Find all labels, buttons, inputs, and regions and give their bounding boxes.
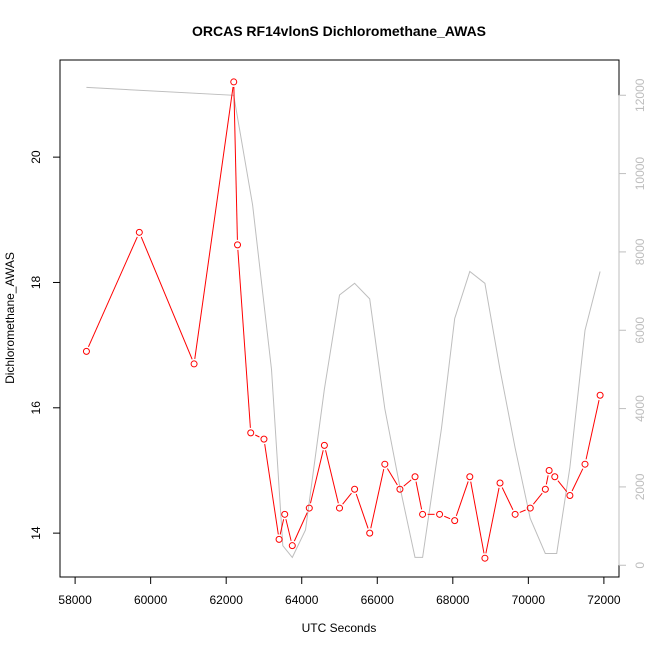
x-tick-label: 60000: [134, 593, 168, 607]
x-axis-label: UTC Seconds: [302, 621, 377, 635]
primary-series-point: [275, 535, 283, 543]
primary-series-point: [581, 460, 589, 468]
primary-series-point: [396, 485, 404, 493]
primary-series-point: [247, 429, 255, 437]
primary-series-segment: [470, 481, 485, 554]
primary-series-point: [366, 529, 374, 537]
primary-series-point: [466, 473, 474, 481]
x-tick-label: 70000: [512, 593, 546, 607]
primary-series-point: [82, 347, 90, 355]
y2-tick-label: 12000: [633, 78, 647, 112]
primary-series-point: [260, 435, 268, 443]
primary-series-point: [135, 228, 143, 236]
primary-series-point: [451, 517, 459, 525]
primary-series-segment: [194, 86, 234, 360]
primary-series-point: [551, 473, 559, 481]
primary-series-segment: [264, 444, 279, 535]
primary-series-point: [481, 554, 489, 562]
primary-series-point: [436, 510, 444, 518]
primary-series-point: [305, 504, 313, 512]
primary-series-point: [496, 479, 504, 487]
primary-series-segment: [279, 519, 285, 535]
y2-tick-label: 2000: [633, 473, 647, 500]
series-layer: [82, 78, 604, 562]
chart-title: ORCAS RF14vlonS Dichloromethane_AWAS: [192, 23, 486, 39]
primary-series-point: [234, 241, 242, 249]
primary-series-point: [381, 460, 389, 468]
primary-series-point: [545, 466, 553, 474]
primary-series-point: [230, 78, 238, 86]
primary-series-point: [566, 492, 574, 500]
primary-series-segment: [355, 493, 369, 529]
primary-series-segment: [444, 515, 451, 520]
primary-series-segment: [285, 519, 292, 541]
primary-series-segment: [455, 481, 469, 517]
primary-series-segment: [585, 400, 600, 460]
primary-series-segment: [532, 492, 543, 505]
primary-series-segment: [140, 236, 193, 360]
primary-series-segment: [485, 487, 500, 554]
primary-series-point: [511, 510, 519, 518]
y2-axis: 0 2000 4000 6000 8000 10000 12000: [618, 78, 647, 569]
y2-tick-label: 10000: [633, 157, 647, 191]
primary-series-segment: [403, 479, 412, 487]
y2-tick-label: 0: [633, 562, 647, 569]
primary-series-segment: [342, 492, 352, 505]
primary-series-point: [541, 485, 549, 493]
primary-series-segment: [237, 249, 251, 428]
primary-series-point: [351, 485, 359, 493]
y2-tick-label: 8000: [633, 238, 647, 265]
primary-series-segment: [233, 86, 238, 240]
primary-series-segment: [415, 481, 423, 510]
primary-series-point: [281, 510, 289, 518]
primary-series-segment: [370, 468, 385, 529]
primary-series-point: [596, 391, 604, 399]
primary-series-segment: [557, 480, 568, 492]
primary-series-segment: [325, 450, 339, 504]
primary-series-segment: [88, 236, 138, 348]
primary-series-point: [419, 510, 427, 518]
primary-series-point: [526, 504, 534, 512]
y-tick-label: 14: [29, 526, 43, 540]
plot-box: [59, 59, 620, 578]
primary-series-segment: [501, 487, 514, 511]
x-tick-label: 66000: [361, 593, 395, 607]
primary-series-segment: [309, 450, 324, 504]
y2-tick-label: 6000: [633, 317, 647, 344]
primary-series-segment: [571, 468, 584, 492]
y2-tick-label: 4000: [633, 395, 647, 422]
x-tick-label: 72000: [587, 593, 621, 607]
y-tick-label: 16: [29, 401, 43, 415]
primary-series-point: [411, 473, 419, 481]
primary-series-point: [190, 360, 198, 368]
y-tick-label: 20: [29, 150, 43, 164]
x-tick-label: 58000: [58, 593, 92, 607]
y-tick-label: 18: [29, 275, 43, 289]
primary-series-point: [320, 441, 328, 449]
primary-series-segment: [545, 475, 549, 485]
y-axis-label: Dichloromethane_AWAS: [3, 252, 17, 384]
primary-series-segment: [255, 434, 260, 438]
primary-series-point: [336, 504, 343, 512]
x-tick-label: 68000: [436, 593, 470, 607]
x-tick-label: 64000: [285, 593, 319, 607]
primary-series-segment: [386, 468, 398, 486]
primary-series-segment: [519, 509, 526, 513]
primary-series-point: [288, 542, 296, 550]
secondary-series-line: [86, 86, 601, 559]
x-axis: 58000 60000 62000 64000 66000 68000 70000 72000: [58, 576, 621, 607]
primary-series-segment: [293, 512, 308, 542]
y-axis: 14 16 18 20: [29, 150, 61, 540]
x-tick-label: 62000: [210, 593, 244, 607]
